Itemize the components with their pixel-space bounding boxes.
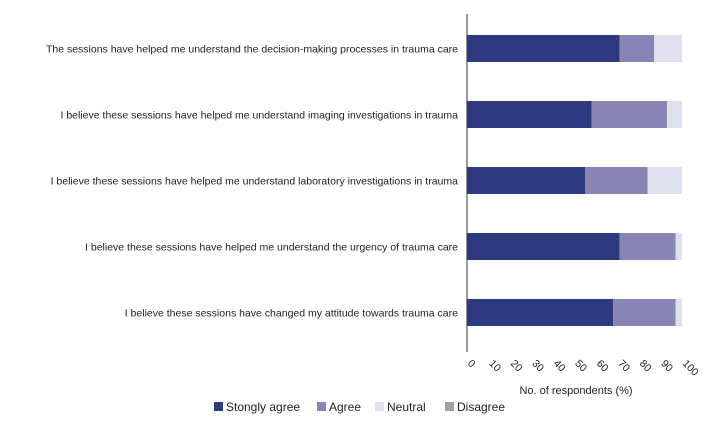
x-tick-label: 10 — [486, 358, 503, 375]
x-tick-label: 100 — [680, 358, 701, 379]
bar-segment-agree — [591, 101, 667, 128]
bar-segment-neutral — [675, 233, 682, 260]
x-tick-label: 70 — [615, 358, 632, 375]
legend-swatch — [317, 402, 326, 411]
category-labels: The sessions have helped me understand t… — [46, 44, 458, 320]
x-axis-label: No. of respondents (%) — [519, 385, 632, 397]
bar-segment-stongly-agree — [467, 299, 614, 326]
legend-swatch — [445, 402, 454, 411]
bar-segment-agree — [619, 233, 676, 260]
category-label: I believe these sessions have helped me … — [61, 110, 459, 122]
legend-label: Neutral — [387, 400, 426, 414]
x-tick-label: 60 — [594, 358, 611, 375]
category-label: I believe these sessions have helped me … — [85, 242, 458, 254]
legend-label: Stongly agree — [226, 400, 300, 414]
bar-segment-neutral — [675, 299, 682, 326]
bar-segment-neutral — [647, 167, 682, 194]
bar-segment-agree — [585, 167, 648, 194]
bar-segment-agree — [619, 35, 655, 62]
x-tick-label: 20 — [508, 358, 525, 375]
bar-area — [467, 35, 682, 326]
bar-segment-stongly-agree — [467, 35, 620, 62]
category-label: I believe these sessions have helped me … — [51, 176, 459, 188]
bar-segment-stongly-agree — [467, 167, 586, 194]
legend-label: Agree — [329, 400, 361, 414]
bar-segment-neutral — [666, 101, 682, 128]
x-tick-label: 30 — [529, 358, 546, 375]
x-tick-label: 80 — [637, 358, 654, 375]
x-tick-label: 0 — [465, 358, 478, 371]
x-tick-label: 40 — [551, 358, 568, 375]
legend: Stongly agree Agree Neutral Disagree — [214, 400, 505, 414]
legend-swatch — [214, 402, 223, 411]
bar-segment-stongly-agree — [467, 233, 620, 260]
bar-segment-neutral — [654, 35, 682, 62]
x-tick-label: 90 — [658, 358, 675, 375]
category-label: The sessions have helped me understand t… — [46, 44, 458, 56]
legend-swatch — [375, 402, 384, 411]
bar-segment-agree — [613, 299, 676, 326]
x-tick-labels: 0 10 20 30 40 50 60 70 80 90 100 — [465, 358, 701, 379]
bar-segment-stongly-agree — [467, 101, 592, 128]
legend-label: Disagree — [457, 400, 505, 414]
category-label: I believe these sessions have changed my… — [125, 308, 458, 320]
x-tick-label: 50 — [572, 358, 589, 375]
